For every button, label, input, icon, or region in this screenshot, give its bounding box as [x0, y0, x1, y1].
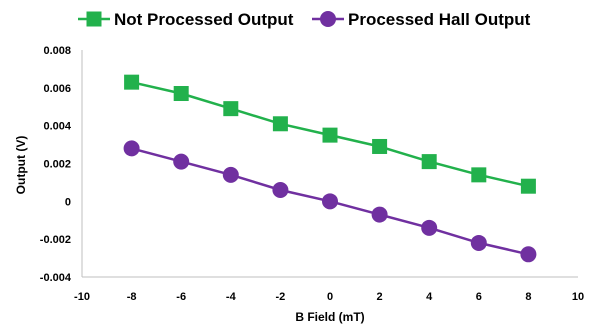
legend-item: Not Processed Output — [78, 10, 294, 29]
data-point — [520, 246, 537, 263]
y-tick-label: -0.004 — [40, 272, 72, 284]
data-point — [173, 153, 190, 170]
data-point — [471, 167, 487, 183]
axes: -10 -8 -6 -4 -2 0 2 4 6 8 10 -0.004 -0.002 0 0.002 0.00… — [40, 45, 584, 303]
data-point — [322, 193, 338, 210]
x-tick-label: 0 — [327, 291, 333, 303]
y-axis-title: Output (V) — [14, 136, 28, 195]
x-tick-label: 2 — [377, 291, 383, 303]
data-point — [322, 127, 338, 143]
x-tick-label: -2 — [276, 291, 286, 303]
data-point — [372, 138, 388, 154]
data-point — [123, 140, 140, 157]
data-point — [371, 206, 388, 223]
data-point — [272, 116, 288, 132]
data-point — [124, 74, 140, 90]
x-tick-label: 4 — [426, 291, 433, 303]
legend-label: Not Processed Output — [114, 10, 294, 29]
data-point — [520, 178, 536, 194]
data-point — [222, 166, 239, 183]
y-tick-label: 0.002 — [43, 159, 71, 171]
x-axis-title: B Field (mT) — [295, 310, 364, 324]
data-point — [173, 86, 189, 102]
y-tick-label: 0.006 — [43, 83, 71, 95]
series-2 — [123, 140, 537, 263]
data-point — [421, 154, 437, 170]
y-tick-label: 0 — [65, 196, 71, 208]
x-tick-label: -4 — [226, 291, 237, 303]
legend-label: Processed Hall Output — [348, 10, 531, 29]
plot-area — [123, 74, 537, 263]
x-tick-label: 6 — [476, 291, 482, 303]
x-tick-label: 10 — [572, 291, 584, 303]
legend-marker — [86, 11, 102, 27]
x-tick-label: -8 — [127, 291, 137, 303]
legend: Not Processed Output Processed Hall Outpu… — [78, 10, 531, 29]
data-point — [470, 234, 487, 251]
x-tick-label: 8 — [525, 291, 531, 303]
series-1 — [124, 74, 536, 194]
x-tick-label: -10 — [74, 291, 90, 303]
y-tick-label: 0.004 — [43, 121, 71, 133]
x-tick-label: -6 — [176, 291, 186, 303]
data-point — [272, 181, 289, 198]
legend-marker — [320, 11, 336, 27]
data-point — [223, 101, 239, 117]
legend-item: Processed Hall Output — [312, 10, 531, 29]
y-tick-label: 0.008 — [43, 45, 71, 57]
y-tick-label: -0.002 — [40, 234, 71, 246]
data-point — [421, 219, 438, 236]
